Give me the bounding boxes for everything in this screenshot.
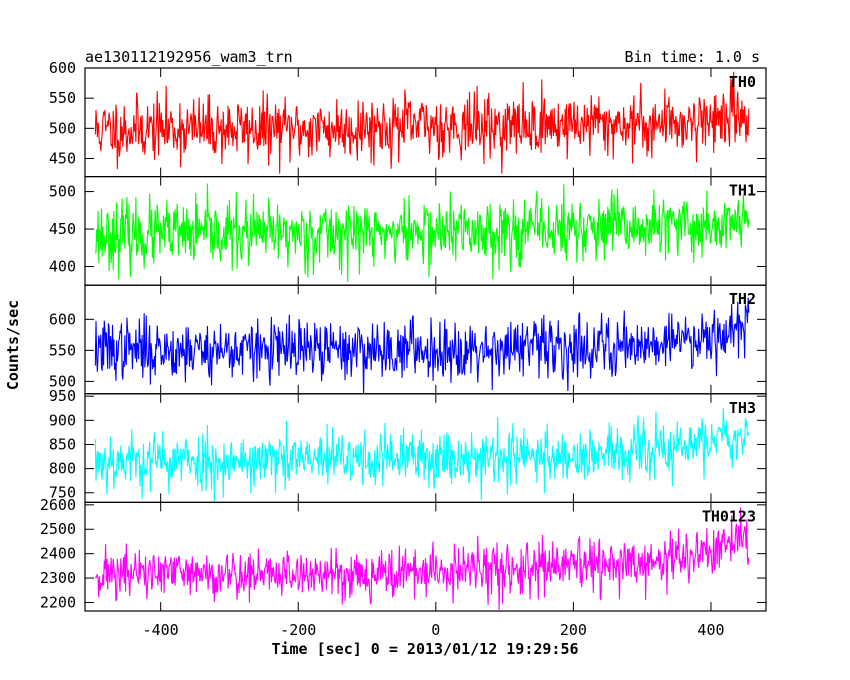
x-axis-label: Time [sec] 0 = 2013/01/12 19:29:56 xyxy=(271,640,578,658)
y-tick-label: 850 xyxy=(49,435,76,453)
y-tick-label: 500 xyxy=(49,372,76,390)
y-tick-label: 750 xyxy=(49,484,76,502)
panel-th2: 500 550 600 TH2 xyxy=(49,284,767,395)
x-tick-label: 400 xyxy=(697,621,724,639)
x-tick-label: -400 xyxy=(143,621,179,639)
chart-title-right: Bin time: 1.0 s xyxy=(625,48,760,66)
x-tick-label: 0 xyxy=(431,621,440,639)
chart-title-left: ae130112192956_wam3_trn xyxy=(85,48,293,66)
panel-label-th1: TH1 xyxy=(729,182,756,200)
y-tick-label: 950 xyxy=(49,387,76,405)
y-tick-label: 450 xyxy=(49,220,76,238)
panel-th0123: 2200 2300 2400 2500 2600 TH0123 xyxy=(40,496,767,612)
y-tick-label: 2300 xyxy=(40,569,76,587)
x-tick-label: 200 xyxy=(560,621,587,639)
y-tick-label: 900 xyxy=(49,411,76,429)
y-tick-label: 550 xyxy=(49,89,76,107)
y-tick-label: 500 xyxy=(49,119,76,137)
panels-group: 450 500 550 600 TH0 400 450 500 TH1 500 550 600 TH2 7… xyxy=(40,59,767,639)
y-tick-label: 2200 xyxy=(40,593,76,611)
y-tick-label: 500 xyxy=(49,183,76,201)
y-tick-label: 400 xyxy=(49,257,76,275)
y-tick-label: 2600 xyxy=(40,496,76,514)
panel-label-th0123: TH0123 xyxy=(702,507,756,525)
panel-label-th2: TH2 xyxy=(729,290,756,308)
y-tick-label: 800 xyxy=(49,460,76,478)
panel-frame xyxy=(84,501,767,612)
series-line-th0123 xyxy=(94,507,750,610)
y-tick-label: 2400 xyxy=(40,545,76,563)
y-tick-label: 2500 xyxy=(40,520,76,538)
series-line-th1 xyxy=(94,183,750,282)
panel-label-th3: TH3 xyxy=(729,399,756,417)
series-line-th0 xyxy=(94,71,750,174)
panel-th3: 750 800 850 900 950 TH3 xyxy=(49,387,767,503)
y-tick-label: 600 xyxy=(49,59,76,77)
panel-th0: 450 500 550 600 TH0 xyxy=(49,59,767,178)
series-line-th3 xyxy=(94,407,750,503)
y-tick-label: 600 xyxy=(49,310,76,328)
panel-label-th0: TH0 xyxy=(729,73,756,91)
y-tick-label: 550 xyxy=(49,341,76,359)
x-tick-label: -200 xyxy=(280,621,316,639)
series-line-th2 xyxy=(94,297,750,394)
y-tick-label: 450 xyxy=(49,150,76,168)
y-axis-label: Counts/sec xyxy=(4,300,22,390)
panel-th1: 400 450 500 TH1 xyxy=(49,176,767,286)
